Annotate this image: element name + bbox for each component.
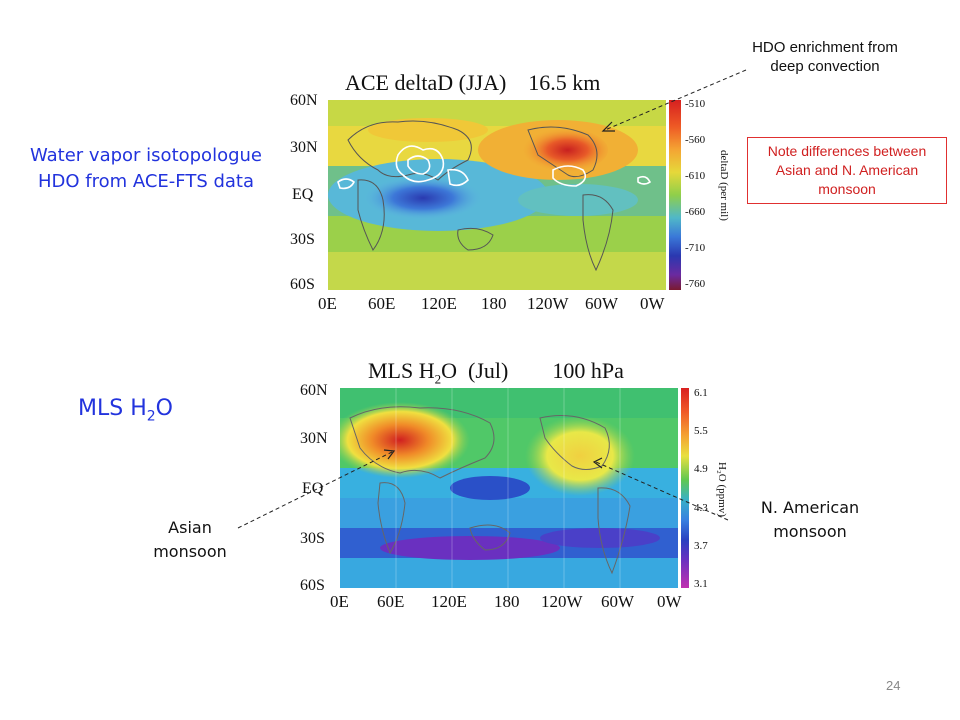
mls-lat-eq: EQ [302,480,324,497]
mls-map [340,388,678,588]
mls-lon-60e: 60E [377,592,405,611]
mls-cb-tick: 6.1 [694,387,708,399]
ace-colorbar [669,100,681,290]
ace-lon-120w: 120W [527,294,569,313]
mls-cb-tick: 3.1 [694,578,708,590]
mls-lat-60s: 60S [300,577,325,594]
ace-lat-60n: 60N [290,92,318,109]
mls-lon-0w: 0W [657,592,682,611]
mls-lat-30n: 30N [300,430,328,447]
hdo-description-label: Water vapor isotopologue HDO from ACE-FT… [30,145,262,192]
mls-cb-tick: 3.7 [694,540,708,552]
mls-lon-180: 180 [494,592,520,611]
ace-map [328,100,666,290]
mls-cb-tick: 5.5 [694,425,708,437]
ace-lon-60e: 60E [368,294,396,313]
ace-cb-tick: -610 [685,170,706,182]
mls-lat-30s: 30S [300,530,325,547]
ace-cb-tick: -710 [685,242,706,254]
mls-map-title: MLS H2O (Jul) 100 hPa [368,358,624,387]
ace-lat-60s: 60S [290,276,315,293]
ace-cb-tick: -660 [685,206,706,218]
mls-h2o-label: MLS H2O [78,396,173,425]
ace-lon-180: 180 [481,294,507,313]
mls-lat-60n: 60N [300,382,328,399]
ace-lat-30s: 30S [290,231,315,248]
ace-lat-eq: EQ [292,186,314,203]
ace-lon-0w: 0W [640,294,665,313]
ace-cb-tick: -760 [685,278,706,290]
mls-lon-120w: 120W [541,592,583,611]
ace-lon-60w: 60W [585,294,619,313]
hdo-enrichment-annotation: HDO enrichment from deep convection [752,39,898,75]
note-box: Note differences between Asian and N. Am… [747,137,947,204]
ace-lon-120e: 120E [421,294,457,313]
na-monsoon-label: N. American monsoon [760,498,860,541]
ace-cb-tick: -560 [685,134,706,146]
ace-lon-0e: 0E [318,294,337,313]
asian-monsoon-label: Asian monsoon [153,518,227,561]
ace-cb-tick: -510 [685,98,706,110]
mls-lon-120e: 120E [431,592,467,611]
mls-colorbar [681,388,689,588]
mls-lon-60w: 60W [601,592,635,611]
ace-lat-30n: 30N [290,139,318,156]
page-number: 24 [886,678,901,693]
ace-map-title: ACE deltaD (JJA) 16.5 km [345,70,601,95]
mls-lon-0e: 0E [330,592,349,611]
mls-cb-tick: 4.9 [694,463,708,475]
